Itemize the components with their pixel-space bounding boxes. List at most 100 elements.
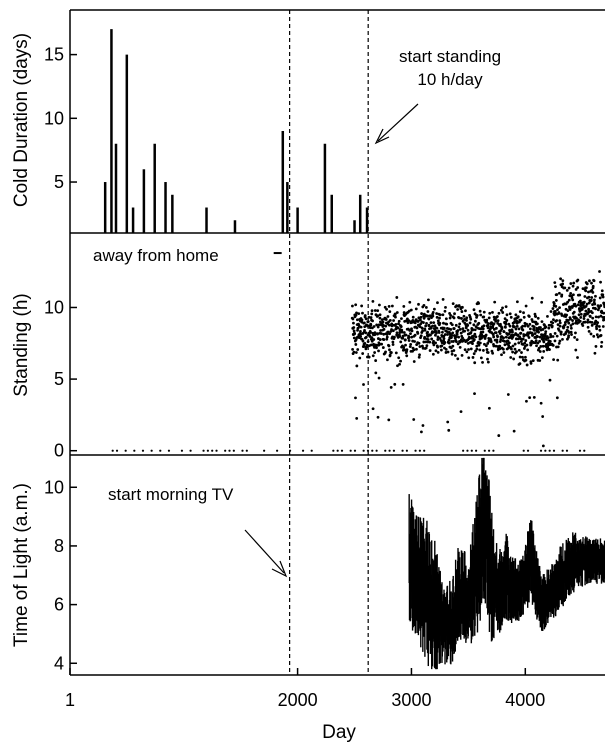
standing-point-1039 [552, 318, 555, 322]
standing-point-396 [427, 298, 430, 302]
standing-point-1017 [547, 323, 551, 327]
standing-point-477 [442, 326, 446, 330]
standing-point-1015 [547, 326, 551, 330]
standing-point-1106 [564, 330, 568, 334]
standing-point-595 [466, 328, 470, 332]
standing-point-1134 [569, 324, 573, 327]
standing-point-1333 [263, 449, 266, 452]
standing-point-140 [376, 325, 380, 329]
standing-point-573 [461, 327, 465, 331]
standing-point-344 [417, 302, 420, 306]
standing-point-790 [504, 322, 508, 326]
standing-point-420 [431, 310, 435, 314]
standing-point-785 [503, 343, 507, 347]
standing-point-1171 [576, 286, 580, 289]
standing-point-1284 [598, 270, 601, 273]
standing-point-553 [457, 304, 461, 307]
standing-point-980 [540, 356, 544, 360]
standing-point-887 [522, 334, 526, 338]
standing-point-515 [450, 334, 454, 337]
standing-point-246 [397, 356, 401, 360]
standing-point-596 [466, 341, 470, 345]
standing-point-487 [444, 347, 448, 351]
standing-point-846 [514, 337, 518, 341]
standing-point-1197 [581, 324, 585, 327]
standing-point-847 [515, 350, 518, 354]
standing-point-74 [364, 331, 368, 335]
standing-point-872 [519, 318, 523, 322]
standing-point-771 [500, 326, 504, 329]
standing-point-1243 [589, 299, 593, 302]
standing-point-911 [527, 336, 531, 339]
standing-point-1231 [587, 329, 591, 333]
standing-point-47 [359, 335, 363, 338]
standing-point-762 [499, 322, 502, 326]
standing-point-1329 [228, 449, 231, 452]
standing-point-997 [543, 332, 547, 336]
standing-point-1153 [572, 310, 576, 314]
standing-point-1008 [546, 314, 549, 318]
standing-point-1073 [558, 306, 561, 310]
standing-point-1364 [539, 449, 543, 452]
standing-point-1340 [340, 449, 344, 452]
standing-point-440 [435, 315, 439, 319]
standing-point-562 [459, 410, 463, 414]
standing-point-1252 [591, 290, 595, 294]
standing-point-529 [453, 312, 456, 316]
standing-point-169 [382, 338, 386, 341]
standing-point-1270 [594, 315, 598, 319]
standing-point-200 [388, 310, 392, 314]
standing-point-780 [502, 351, 506, 354]
standing-point-852 [515, 300, 519, 304]
standing-point-1360 [487, 449, 491, 452]
standing-point-329 [413, 333, 417, 337]
standing-point-1328 [224, 449, 227, 452]
standing-point-500 [447, 341, 451, 345]
standing-point-1173 [576, 303, 580, 307]
x-tick-label-0: 1 [65, 690, 75, 710]
standing-point-1346 [375, 449, 378, 452]
standing-point-867 [518, 355, 522, 359]
standing-point-1280 [597, 315, 600, 319]
standing-point-1090 [561, 279, 565, 283]
standing-point-358 [420, 312, 423, 315]
standing-point-164 [381, 320, 385, 324]
standing-point-25 [355, 416, 359, 420]
standing-point-673 [482, 349, 485, 352]
standing-point-971 [538, 350, 542, 353]
standing-point-220 [392, 319, 395, 322]
standing-point-351 [418, 325, 422, 329]
standing-point-866 [518, 362, 522, 366]
standing-point-454 [438, 316, 441, 320]
standing-point-151 [378, 313, 382, 317]
standing-point-23 [354, 351, 358, 354]
standing-point-1082 [559, 330, 563, 334]
standing-point-372 [422, 316, 426, 320]
standing-point-989 [542, 340, 546, 344]
standing-point-462 [439, 348, 443, 352]
standing-point-357 [420, 430, 423, 434]
standing-point-857 [516, 315, 520, 319]
standing-point-1368 [561, 449, 564, 452]
standing-point-367 [421, 346, 425, 350]
standing-point-312 [410, 327, 413, 331]
standing-point-248 [397, 319, 401, 323]
standing-point-66 [362, 321, 366, 325]
standing-point-1172 [576, 278, 580, 282]
standing-point-739 [494, 326, 498, 330]
standing-point-18 [354, 396, 357, 400]
standing-point-1144 [571, 298, 575, 302]
standing-point-301 [407, 339, 411, 342]
standing-point-581 [463, 348, 467, 351]
standing-point-1181 [578, 293, 582, 297]
standing-point-124 [373, 331, 377, 335]
y-tick-label-1-2: 10 [44, 297, 64, 317]
standing-point-1214 [584, 309, 588, 313]
standing-point-67 [363, 329, 366, 332]
standing-point-416 [431, 324, 434, 328]
standing-point-568 [460, 353, 464, 357]
standing-point-898 [524, 304, 528, 308]
standing-point-113 [371, 300, 375, 303]
standing-point-773 [501, 306, 504, 310]
standing-point-207 [389, 351, 393, 354]
